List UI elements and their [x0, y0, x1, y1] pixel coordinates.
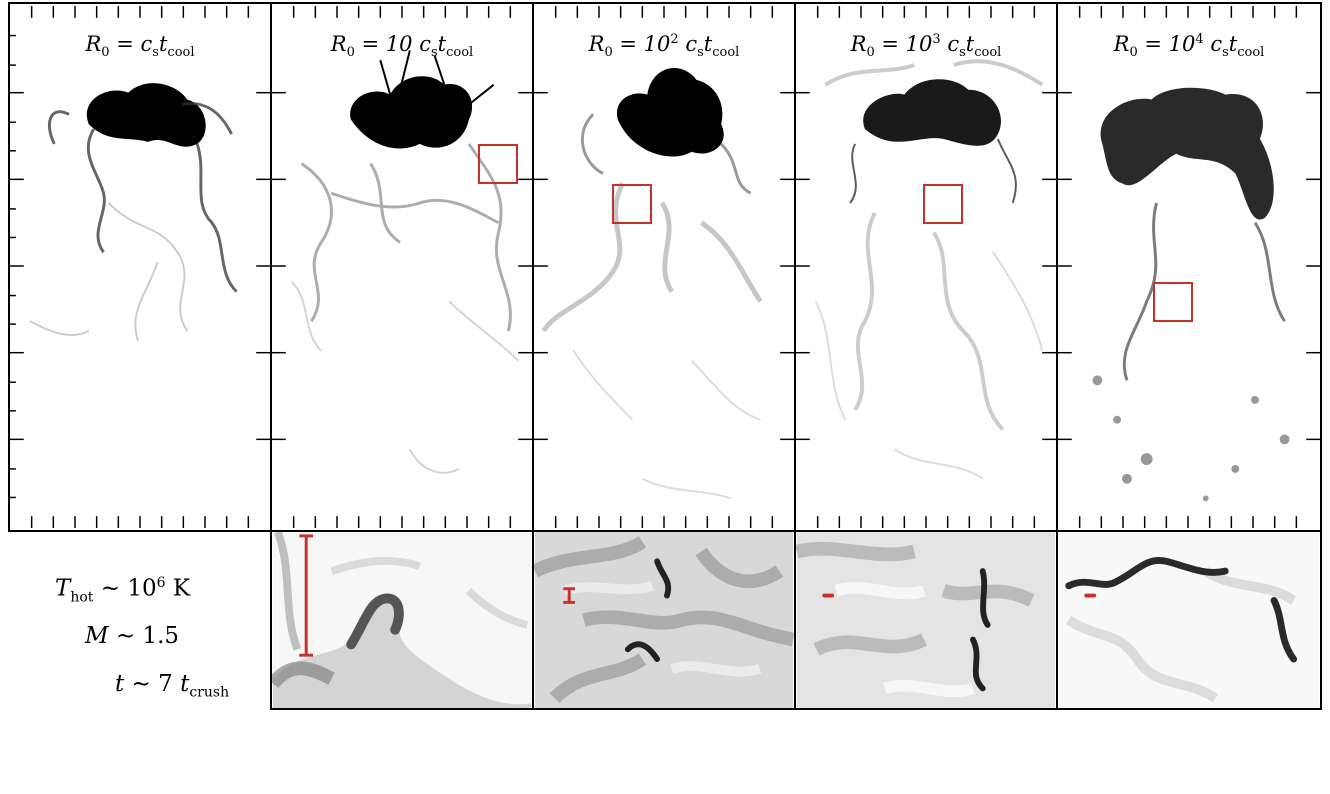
panel-r0-1000: R0 = 103 cstcool — [794, 2, 1058, 532]
zoom-panel-4 — [794, 530, 1058, 710]
panel-title: R0 = cstcool — [85, 32, 195, 61]
mach-label: M ∼ 1.5 — [85, 623, 180, 649]
cold-cloud — [863, 79, 1001, 146]
zoom-panel-3 — [532, 530, 796, 710]
zoom-map-4 — [796, 532, 1056, 708]
panel-r0-100: R0 = 102 cstcool — [532, 2, 796, 532]
panel-title: R0 = 10 cstcool — [330, 32, 474, 61]
panel-r0-10: R0 = 10 cstcool — [270, 2, 534, 532]
panel-title: R0 = 102 cstcool — [588, 32, 740, 61]
panel-r0-cs-tcool: R0 = cstcool — [8, 2, 272, 532]
zoom-map-3 — [534, 532, 794, 708]
simulation-parameters: Thot ∼ 106 K M ∼ 1.5 t ∼ 7 tcrush — [0, 530, 268, 710]
cold-cloud — [616, 68, 724, 157]
density-map-1 — [10, 6, 270, 528]
panel-title: R0 = 104 cstcool — [1113, 32, 1265, 61]
cold-cloud — [1100, 87, 1274, 220]
cold-cloud — [86, 83, 206, 147]
density-map-2 — [272, 6, 532, 528]
density-map-5 — [1058, 5, 1320, 529]
zoom-map-2 — [272, 532, 532, 708]
zoom-panel-2 — [270, 530, 534, 710]
t-hot-label: Thot ∼ 106 K — [55, 575, 191, 606]
cold-cloud — [350, 76, 473, 149]
density-map-4 — [796, 6, 1056, 528]
time-label: t ∼ 7 tcrush — [115, 671, 230, 701]
scale-bar — [299, 534, 314, 657]
zoom-box — [478, 144, 518, 184]
panel-title: R0 = 103 cstcool — [850, 32, 1002, 61]
density-map-3 — [534, 6, 794, 528]
zoom-map-5 — [1058, 532, 1320, 708]
zoom-box — [923, 184, 963, 224]
zoom-panel-5 — [1056, 530, 1322, 710]
zoom-box — [612, 184, 652, 224]
panel-r0-10000: R0 = 104 cstcool — [1056, 2, 1322, 532]
scale-bar — [563, 587, 576, 604]
zoom-box — [1153, 282, 1193, 322]
